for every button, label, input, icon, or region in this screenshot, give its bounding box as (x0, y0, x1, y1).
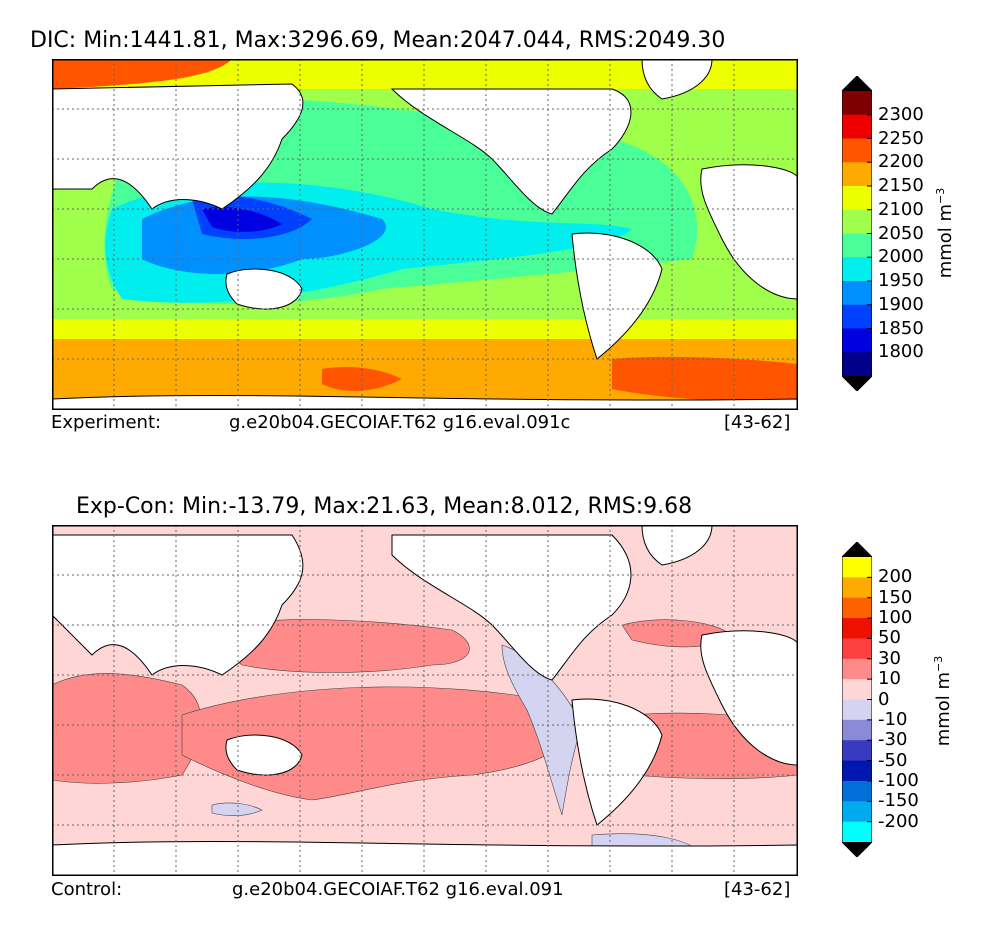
bottom-footer-run: g.e20b04.GECOIAF.T62 g16.eval.091 (232, 879, 564, 900)
top-colorbar-tick-label: 1850 (878, 317, 924, 339)
bottom-colorbar-swatch (842, 760, 872, 782)
top-map-navy-zone (202, 207, 282, 232)
bottom-colorbar-swatch (842, 780, 872, 802)
bottom-colorbar-swatch (842, 638, 872, 660)
bottom-map-land-greenland (641, 525, 713, 566)
top-colorbar-tick-label: 1800 (878, 341, 924, 363)
bottom-colorbar-swatch (842, 821, 872, 843)
bottom-map-salmon-npac (225, 619, 470, 673)
bottom-colorbar-tick-label: -200 (878, 810, 919, 832)
top-colorbar-swatch (842, 114, 872, 139)
top-colorbar-swatch (842, 352, 872, 377)
bottom-colorbar-tick-label: 30 (878, 647, 901, 669)
bottom-colorbar-tick-label: -30 (878, 729, 908, 751)
bottom-panel-title: Exp-Con: Min:-13.79, Max:21.63, Mean:8.0… (76, 494, 693, 519)
top-colorbar-swatch (842, 91, 872, 116)
top-colorbar-swatch (842, 138, 872, 163)
bottom-colorbar-tick-label: 200 (878, 566, 913, 588)
top-colorbar-over-arrow (842, 76, 872, 91)
bottom-colorbar-swatch (842, 740, 872, 762)
top-dic-map (52, 59, 798, 410)
bottom-colorbar-units: mmol m−3 (932, 655, 954, 747)
top-colorbar-tick-label: 2000 (878, 246, 924, 268)
top-colorbar-swatch (842, 281, 872, 306)
top-map-land-samerica (571, 232, 663, 360)
bottom-colorbar-tick-label: -100 (878, 769, 919, 791)
top-colorbar-swatch (842, 186, 872, 211)
top-colorbar-tick-label: 1900 (878, 293, 924, 315)
bottom-map-gridlines (52, 525, 798, 876)
top-colorbar-swatch (842, 304, 872, 329)
top-colorbar-tick-label: 2300 (878, 103, 924, 125)
bottom-colorbar-over-arrow (842, 542, 872, 557)
top-footer-years: [43-62] (724, 412, 791, 433)
top-colorbar-swatch (842, 209, 872, 234)
top-map-south-red-a (612, 356, 798, 401)
bottom-colorbar-swatch (842, 699, 872, 721)
bottom-footer-years: [43-62] (724, 879, 791, 900)
bottom-colorbar-tick-label: 100 (878, 607, 913, 629)
top-colorbar-swatch (842, 162, 872, 187)
top-map-gridlines (52, 59, 798, 410)
bottom-colorbar-tick-label: -50 (878, 749, 908, 771)
top-colorbar-tick-label: 2050 (878, 222, 924, 244)
bottom-map-lavender-east (501, 644, 583, 816)
top-colorbar-under-arrow (842, 376, 872, 391)
bottom-map-frame (52, 525, 798, 876)
top-map-land-greenland (641, 59, 713, 100)
top-colorbar-swatch (842, 233, 872, 258)
top-map-land-asia (52, 83, 304, 210)
bottom-map-land-antarctica (52, 840, 798, 876)
bottom-colorbar-tick-label: -150 (878, 790, 919, 812)
bottom-map-lavender-south (211, 802, 263, 816)
bottom-map-land-samerica (571, 698, 663, 826)
bottom-colorbar-tick-label: 150 (878, 586, 913, 608)
bottom-map-land-australia (225, 734, 303, 776)
top-colorbar-swatch (842, 328, 872, 353)
bottom-colorbar-swatch (842, 679, 872, 700)
top-colorbar-tick-label: 2200 (878, 151, 924, 173)
top-colorbar (842, 76, 872, 391)
bottom-footer-label: Control: (51, 879, 123, 900)
top-footer-label: Experiment: (51, 412, 162, 433)
top-map-north-red (52, 59, 232, 89)
top-panel-title: DIC: Min:1441.81, Max:3296.69, Mean:2047… (30, 28, 726, 53)
bottom-colorbar-swatch (842, 658, 872, 680)
top-colorbar-units: mmol m−3 (934, 187, 956, 279)
bottom-map-salmon-indian (52, 673, 202, 784)
top-colorbar-tick-label: 2150 (878, 175, 924, 196)
bottom-colorbar-tick-label: -10 (878, 708, 908, 730)
bottom-diff-map (52, 525, 798, 876)
bottom-colorbar-under-arrow (842, 842, 872, 857)
top-colorbar-swatch (842, 257, 872, 282)
top-colorbar-tick-label: 1950 (878, 270, 924, 291)
bottom-colorbar-tick-label: 0 (878, 688, 890, 710)
bottom-colorbar-swatch (842, 577, 872, 599)
top-map-land-africa (700, 164, 798, 300)
bottom-map-land-namerica (391, 534, 632, 681)
bottom-colorbar-swatch (842, 801, 872, 823)
bottom-colorbar-swatch (842, 719, 872, 741)
top-map-frame (52, 59, 798, 410)
top-footer-run: g.e20b04.GECOIAF.T62 g16.eval.091c (229, 412, 571, 433)
bottom-colorbar-tick-label: 50 (878, 627, 901, 649)
top-map-land-namerica (390, 88, 632, 215)
top-colorbar-tick-label: 2100 (878, 198, 924, 220)
bottom-colorbar-swatch (842, 618, 872, 639)
top-map-land-australia (225, 268, 303, 310)
bottom-colorbar-swatch (842, 597, 872, 619)
top-colorbar-tick-label: 2250 (878, 127, 924, 149)
bottom-colorbar-tick-label: 10 (878, 668, 901, 690)
bottom-colorbar-swatch (842, 557, 872, 578)
bottom-map-land-africa (700, 630, 798, 766)
bottom-colorbar (842, 542, 872, 857)
